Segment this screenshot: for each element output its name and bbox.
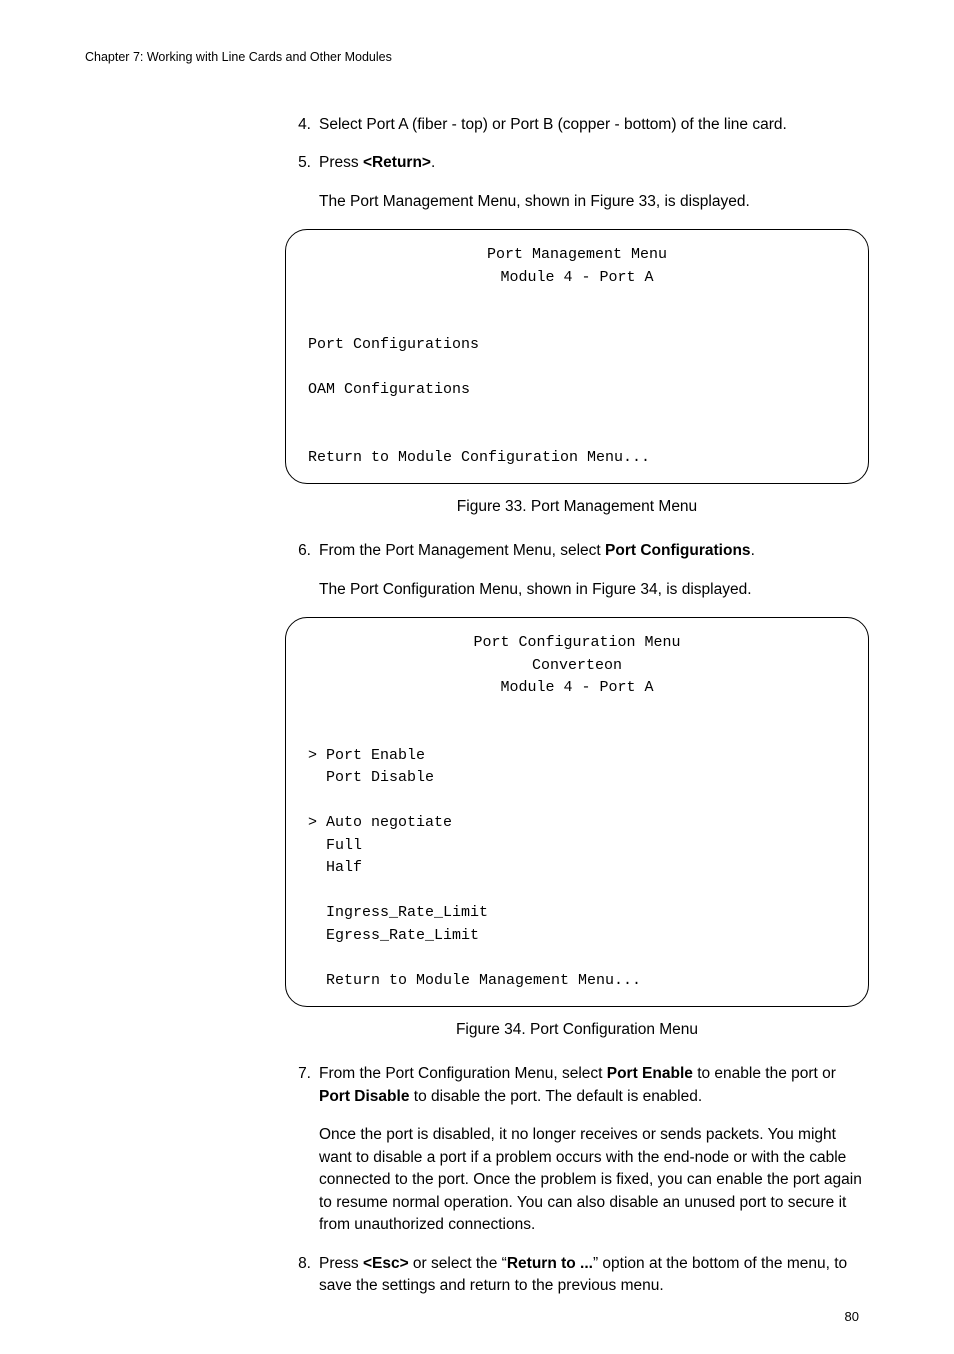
step-8: 8. Press <Esc> or select the “Return to … <box>285 1253 869 1298</box>
content-area: 4. Select Port A (fiber - top) or Port B… <box>285 114 869 1298</box>
menu-item: Egress_Rate_Limit <box>308 925 846 948</box>
step-paragraph: Once the port is disabled, it no longer … <box>319 1124 869 1236</box>
step-text: From the Port Configuration Menu, select… <box>319 1063 869 1108</box>
step-body: From the Port Configuration Menu, select… <box>319 1063 869 1236</box>
menu-item: Full <box>308 835 846 858</box>
keycap: <Esc> <box>363 1255 409 1272</box>
menu-title: Port Configuration Menu <box>308 632 846 655</box>
step-number: 7. <box>285 1063 311 1236</box>
step-number: 8. <box>285 1253 311 1298</box>
text-fragment: From the Port Configuration Menu, select <box>319 1065 607 1082</box>
step-body: Press <Esc> or select the “Return to ...… <box>319 1253 869 1298</box>
menu-option: Return to ... <box>507 1255 593 1272</box>
menu-item: Port Disable <box>308 767 846 790</box>
menu-item: Port Configurations <box>308 334 846 357</box>
menu-item: > Auto negotiate <box>308 812 846 835</box>
menu-subtitle: Module 4 - Port A <box>308 677 846 700</box>
menu-option: Port Disable <box>319 1088 409 1105</box>
chapter-header: Chapter 7: Working with Line Cards and O… <box>85 50 869 64</box>
menu-title: Port Management Menu <box>308 244 846 267</box>
figure-33-box: Port Management MenuModule 4 - Port A Po… <box>285 229 869 484</box>
step-4: 4. Select Port A (fiber - top) or Port B… <box>285 114 869 136</box>
text-fragment: From the Port Management Menu, select <box>319 542 605 559</box>
menu-subtitle: Converteon <box>308 655 846 678</box>
menu-option: Port Enable <box>607 1065 693 1082</box>
menu-item: Return to Module Management Menu... <box>308 970 846 993</box>
step-6: 6. From the Port Management Menu, select… <box>285 540 869 601</box>
step-7: 7. From the Port Configuration Menu, sel… <box>285 1063 869 1236</box>
menu-item: Ingress_Rate_Limit <box>308 902 846 925</box>
page-number: 80 <box>845 1309 859 1324</box>
figure-34-caption: Figure 34. Port Configuration Menu <box>285 1021 869 1039</box>
text-fragment: to disable the port. The default is enab… <box>409 1088 702 1105</box>
step-text: The Port Management Menu, shown in Figur… <box>319 191 869 213</box>
figure-34-box: Port Configuration MenuConverteonModule … <box>285 617 869 1007</box>
step-text: Select Port A (fiber - top) or Port B (c… <box>319 114 869 136</box>
menu-item: Return to Module Configuration Menu... <box>308 447 846 470</box>
text-fragment: to enable the port or <box>693 1065 836 1082</box>
text-fragment: or select the “ <box>409 1255 507 1272</box>
step-body: From the Port Management Menu, select Po… <box>319 540 869 601</box>
page: Chapter 7: Working with Line Cards and O… <box>0 0 954 1354</box>
menu-subtitle: Module 4 - Port A <box>308 267 846 290</box>
step-text: Press <Esc> or select the “Return to ...… <box>319 1253 869 1298</box>
step-body: Select Port A (fiber - top) or Port B (c… <box>319 114 869 136</box>
menu-option: Port Configurations <box>605 542 751 559</box>
step-text: Press <Return>. <box>319 152 869 174</box>
keycap: <Return> <box>363 154 431 171</box>
text-fragment: Press <box>319 154 363 171</box>
menu-item: > Port Enable <box>308 745 846 768</box>
menu-item: Half <box>308 857 846 880</box>
step-number: 4. <box>285 114 311 136</box>
step-5: 5. Press <Return>. The Port Management M… <box>285 152 869 213</box>
step-body: Press <Return>. The Port Management Menu… <box>319 152 869 213</box>
step-number: 5. <box>285 152 311 213</box>
step-text: The Port Configuration Menu, shown in Fi… <box>319 579 869 601</box>
menu-item: OAM Configurations <box>308 379 846 402</box>
step-number: 6. <box>285 540 311 601</box>
text-fragment: Press <box>319 1255 363 1272</box>
text-fragment: . <box>431 154 435 171</box>
text-fragment: . <box>751 542 755 559</box>
figure-33-caption: Figure 33. Port Management Menu <box>285 498 869 516</box>
step-text: From the Port Management Menu, select Po… <box>319 540 869 562</box>
